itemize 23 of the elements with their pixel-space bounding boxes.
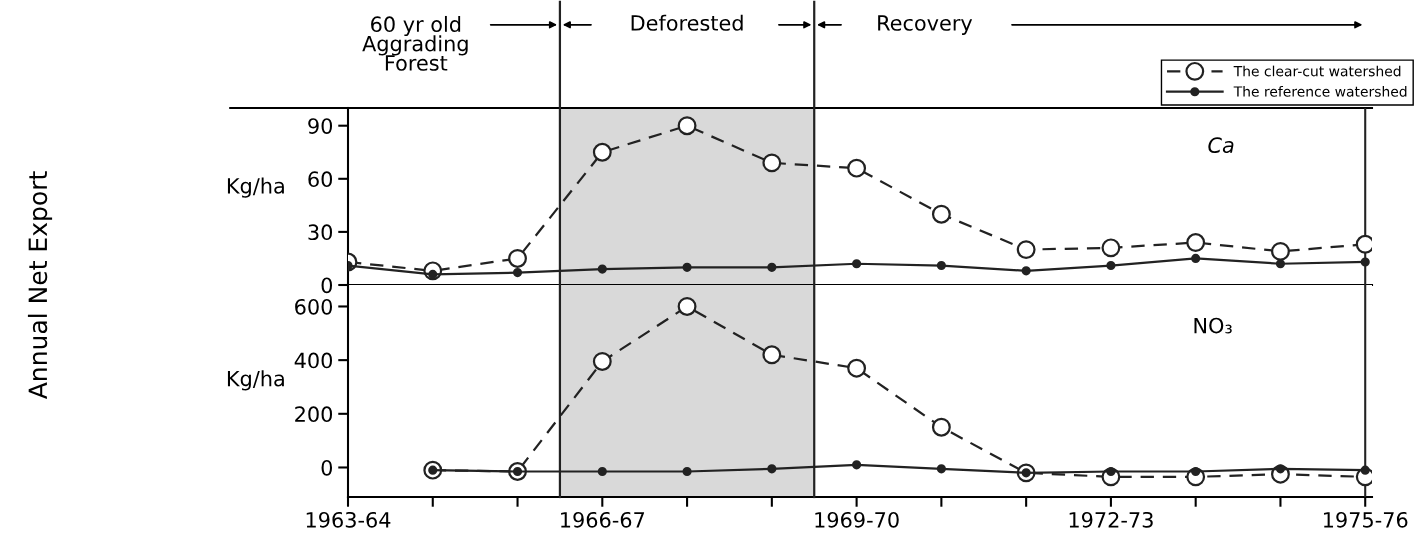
annotation: Ca xyxy=(1208,137,1234,153)
annotation: NO₃ xyxy=(1194,317,1232,334)
x-tick-label: 1966-67 xyxy=(561,511,645,528)
y-tick-label: 0 xyxy=(321,277,333,294)
y-tick-label: 0 xyxy=(321,459,333,476)
x-tick-label: 1975-76 xyxy=(1323,511,1408,528)
y-tick-label: 90 xyxy=(308,118,333,134)
text: 60 yr old Aggrading Forest xyxy=(362,15,468,71)
text: Recovery xyxy=(878,15,973,35)
x-tick-label: 1969-70 xyxy=(815,511,899,528)
text: Deforested xyxy=(631,14,743,31)
y-tick-label: 30 xyxy=(308,224,333,241)
legend-label: The clear-cut watershed xyxy=(1233,65,1401,77)
y-tick-label: 200 xyxy=(295,406,333,423)
y-axis-title: Kg/ha xyxy=(227,370,284,391)
x-tick-label: 1972-73 xyxy=(1069,511,1153,528)
text: Annual Net Export xyxy=(27,171,53,400)
y-tick-label: 600 xyxy=(295,298,333,315)
legend-label: The reference watershed xyxy=(1233,86,1407,97)
y-tick-label: 400 xyxy=(294,352,333,369)
y-tick-label: 60 xyxy=(308,171,333,188)
y-axis-title: Kg/ha xyxy=(227,177,284,198)
x-tick-label: 1963-64 xyxy=(306,511,391,528)
